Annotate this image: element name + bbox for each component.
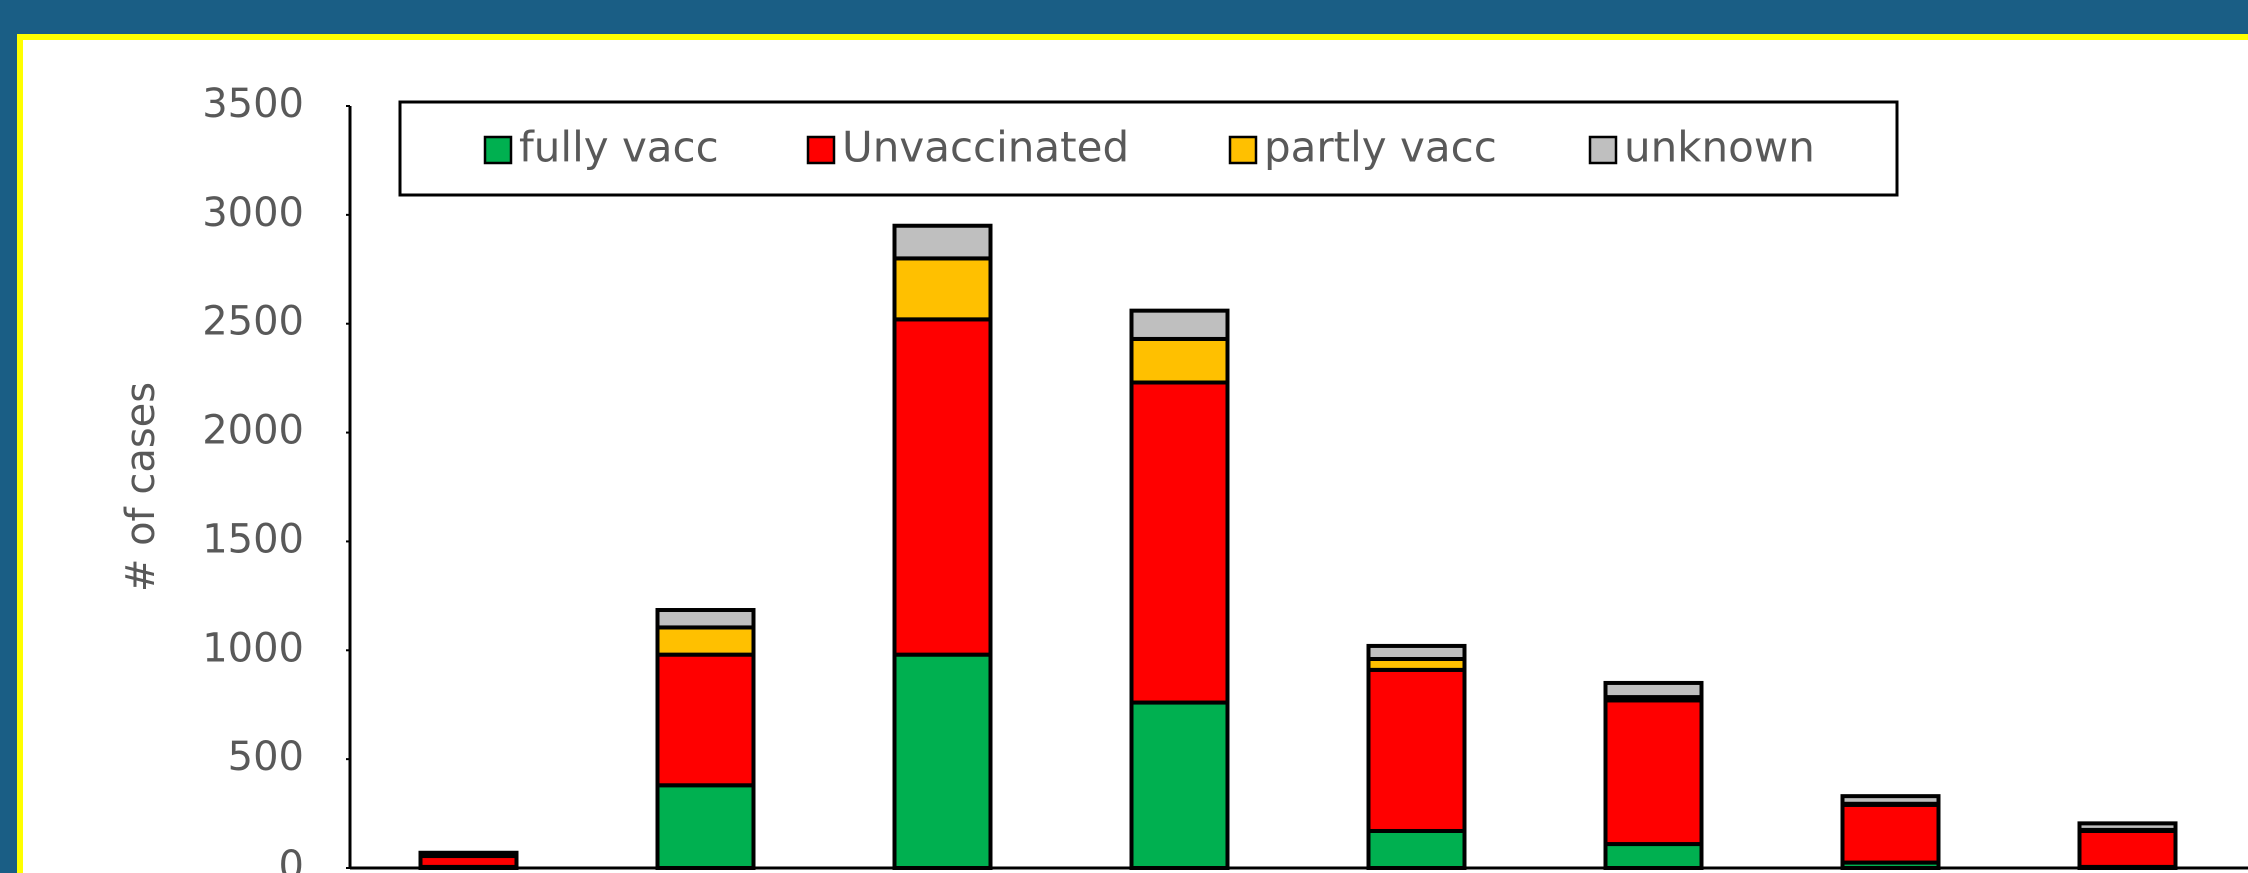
y-tick-label: 3000 [202,190,304,236]
bar-segment [1129,700,1230,871]
bar-segment [655,608,756,630]
legend-swatch [1228,135,1258,165]
bar-segment [1129,380,1230,705]
bar-segment [655,625,756,657]
bar-segment [1366,643,1467,661]
legend-label: fully vacc [519,123,719,172]
legend-box [398,100,1899,197]
bar-segment [892,223,993,261]
bar-segment [1129,308,1230,341]
bar-segment [1129,336,1230,385]
y-tick-label: 2000 [202,408,304,454]
bar-segment [1603,680,1704,700]
y-axis-label: # of cases [118,382,164,592]
bar-segment [892,256,993,322]
bar-segment [1366,667,1467,833]
bar-segment [1840,794,1941,806]
y-tick-label: 3500 [202,81,304,127]
bar-segment [2077,828,2178,869]
bar-segment [892,652,993,871]
bar-segment [892,317,993,657]
bar-segment [1603,698,1704,847]
bar-segment [655,652,756,788]
y-tick-label: 2500 [202,299,304,345]
legend-label: unknown [1624,123,1815,172]
legend-label: Unvaccinated [842,123,1129,172]
legend-swatch [483,135,513,165]
y-tick-label: 1500 [202,516,304,562]
y-tick-label: 0 [279,843,304,873]
bar-segment [655,783,756,870]
legend-swatch [806,135,836,165]
bar-segment [1603,842,1704,871]
bar-segment [1366,828,1467,871]
bar-segment [2077,821,2178,832]
legend-swatch [1588,135,1618,165]
legend-label: partly vacc [1264,123,1497,172]
bar-segment [418,850,519,857]
y-tick-label: 500 [228,734,304,780]
bar-segment [1840,802,1941,865]
y-tick-label: 1000 [202,625,304,671]
